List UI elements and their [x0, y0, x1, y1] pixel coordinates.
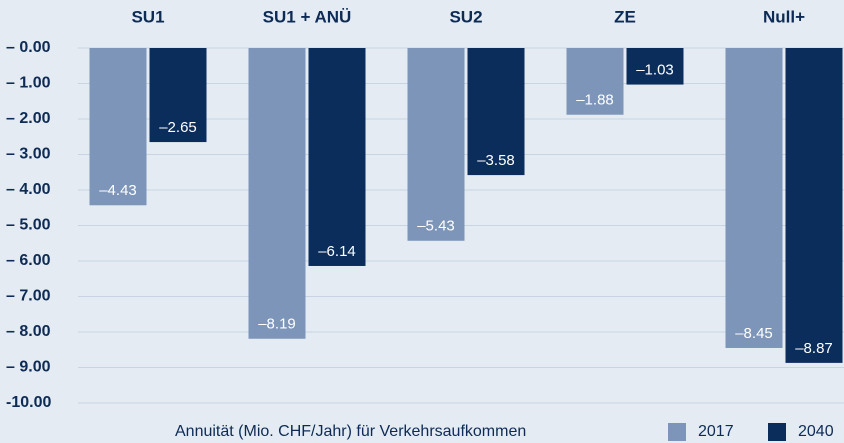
value-label: –2.65 — [159, 119, 197, 136]
y-tick-label: – 7.00 — [6, 288, 51, 305]
x-axis-label: Annuität (Mio. CHF/Jahr) für Verkehrsauf… — [175, 423, 526, 440]
bar — [89, 48, 147, 206]
value-label: –3.58 — [477, 152, 515, 169]
y-tick-label: – 8.00 — [6, 323, 51, 340]
value-label: –1.03 — [636, 62, 674, 79]
y-tick-label: – 9.00 — [6, 359, 51, 376]
legend-label: 2017 — [698, 423, 734, 440]
category-label: SU1 — [131, 7, 164, 26]
value-label: –8.45 — [735, 325, 773, 342]
value-label: –4.43 — [99, 182, 137, 199]
value-label: –5.43 — [417, 218, 455, 235]
y-tick-label: – 5.00 — [6, 217, 51, 234]
bar — [785, 48, 843, 363]
bar — [467, 48, 525, 176]
bar — [566, 48, 624, 115]
bar — [248, 48, 306, 339]
category-label: ZE — [614, 7, 636, 26]
category-label: Null+ — [763, 7, 805, 26]
bar — [149, 48, 207, 143]
y-tick-label: – 3.00 — [6, 146, 51, 163]
y-tick-label: – 6.00 — [6, 252, 51, 269]
value-label: –1.88 — [576, 92, 614, 109]
category-label: SU1 + ANÜ — [263, 7, 352, 26]
legend-label: 2040 — [798, 423, 834, 440]
y-tick-label: – 0.00 — [6, 39, 51, 56]
y-tick-label: – 4.00 — [6, 181, 51, 198]
legend-swatch — [768, 423, 786, 441]
value-label: –6.14 — [318, 243, 356, 260]
bar — [626, 48, 684, 85]
bar — [407, 48, 465, 241]
bar — [725, 48, 783, 348]
y-tick-label: – 2.00 — [6, 110, 51, 127]
bar — [308, 48, 366, 266]
y-tick-label: – 1.00 — [6, 75, 51, 92]
value-label: –8.19 — [258, 316, 296, 333]
y-tick-label: -10.00 — [6, 394, 51, 411]
value-label: –8.87 — [795, 340, 833, 357]
category-label: SU2 — [449, 7, 482, 26]
legend-swatch — [668, 423, 686, 441]
